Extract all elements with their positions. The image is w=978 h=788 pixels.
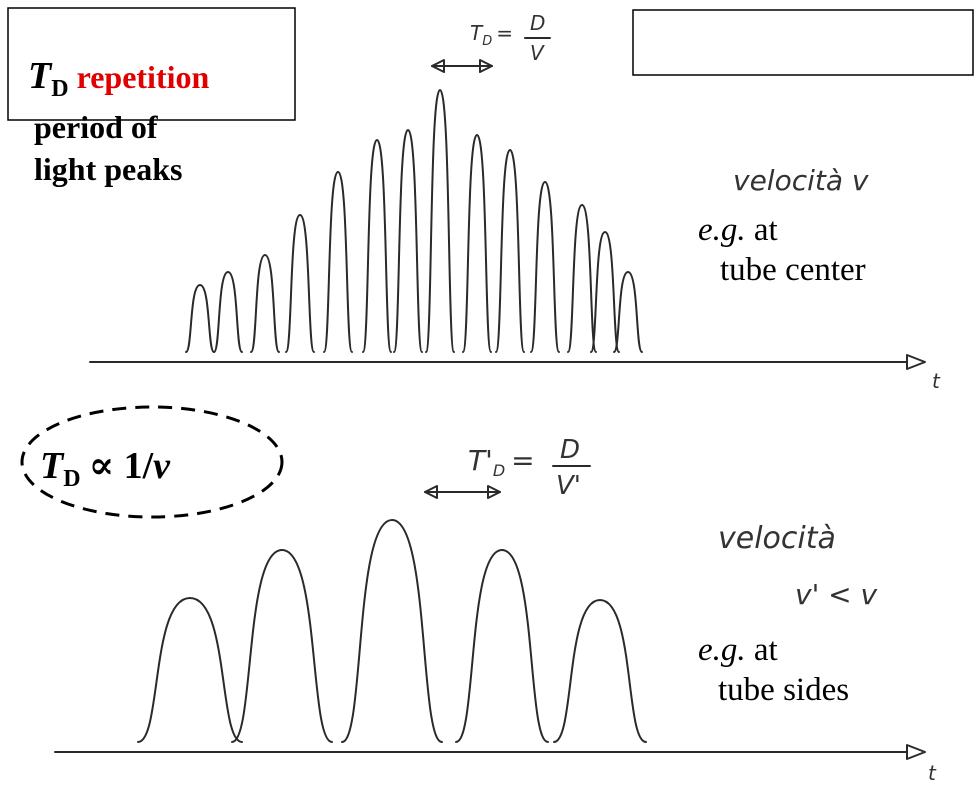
axis-arrow <box>906 354 926 370</box>
bottom-period: T'D = <box>468 444 535 480</box>
peak <box>425 89 455 353</box>
bottom-period-den: V' <box>556 471 581 501</box>
caption-line2: period of <box>34 109 158 145</box>
top-period-num: D <box>530 11 545 35</box>
bottom-period-num: D <box>560 435 580 465</box>
peak <box>393 129 423 353</box>
top-speed: velocità v <box>733 164 869 197</box>
peak <box>137 597 243 743</box>
peak <box>231 549 333 743</box>
peak <box>567 204 597 353</box>
bottom-axis-label: t <box>928 761 937 785</box>
caption-box <box>7 7 296 121</box>
relation-text: TD ∝ 1/v <box>40 445 171 492</box>
peak <box>553 599 647 743</box>
top-axis-label: t <box>932 369 941 393</box>
peak <box>213 271 243 353</box>
top-period-den: V <box>530 41 545 65</box>
arrow-head <box>487 485 501 499</box>
peak <box>462 134 492 353</box>
caption-line3: light peaks <box>34 151 182 187</box>
bottom-speed-2: v' < v <box>795 578 878 611</box>
peak <box>341 519 443 743</box>
top-note-2: tube center <box>720 252 866 288</box>
peak <box>455 549 549 743</box>
empty-box <box>632 9 974 76</box>
peak <box>495 149 525 353</box>
peak <box>362 139 392 353</box>
bottom-note-2: tube sides <box>718 672 849 708</box>
bottom-note-1: e.g. at <box>698 632 778 668</box>
peak <box>530 181 560 353</box>
peak <box>285 214 315 353</box>
peak <box>185 284 215 353</box>
arrow-head <box>431 59 445 73</box>
arrow-head <box>424 485 438 499</box>
peak <box>590 231 620 353</box>
top-period: TD = <box>470 21 513 49</box>
caption-line1: TD repetition <box>28 55 209 102</box>
arrow-head <box>479 59 493 73</box>
peak <box>323 171 353 353</box>
peak <box>250 254 280 353</box>
bottom-speed-1: velocità <box>718 521 836 556</box>
peak <box>613 271 643 353</box>
relation-ellipse <box>20 405 284 519</box>
top-note-1: e.g. at <box>698 212 778 248</box>
axis-arrow <box>906 744 926 760</box>
